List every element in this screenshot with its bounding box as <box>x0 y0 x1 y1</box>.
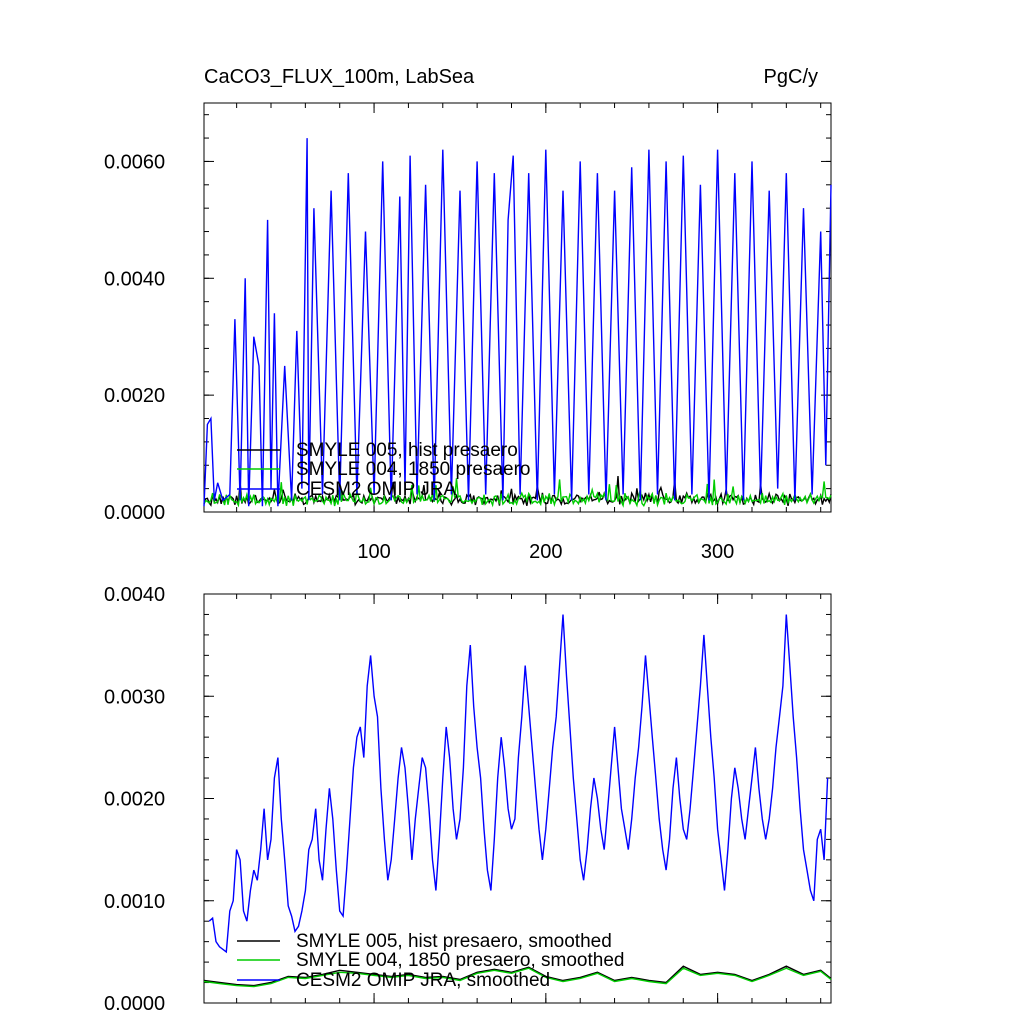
series-group-top <box>203 138 832 508</box>
series-group-bottom <box>203 614 832 988</box>
x-tick-label: 100 <box>357 541 390 563</box>
legend-label: SMYLE 004, 1850 presaero <box>296 459 531 480</box>
y-tick-label: 0.0030 <box>104 686 165 708</box>
y-tick-label: 0.0040 <box>104 584 165 606</box>
y-tick-label: 0.0010 <box>104 891 165 913</box>
chart-title: CaCO3_FLUX_100m, LabSea <box>204 66 475 88</box>
series-line <box>208 614 829 954</box>
legend-label: CESM2 OMIP JRA <box>296 479 456 500</box>
y-tick-label: 0.0000 <box>104 502 165 524</box>
legend-label: SMYLE 005, hist presaero <box>296 440 518 461</box>
series-line <box>203 138 832 507</box>
y-tick-label: 0.0020 <box>104 385 165 407</box>
legend-label: CESM2 OMIP JRA, smoothed <box>296 970 550 991</box>
chart-top: CaCO3_FLUX_100m, LabSea PgC/y 0.00000.00… <box>104 66 832 563</box>
tick-group-bottom: 0.0000 0.0010 0.0020 0.0030 0.0040 <box>104 584 831 1015</box>
plot-area-top <box>203 102 832 513</box>
legend-bottom: SMYLE 005, hist presaero, smoothedSMYLE … <box>237 931 624 991</box>
legend-label: SMYLE 005, hist presaero, smoothed <box>296 931 612 952</box>
series-line <box>203 967 832 988</box>
x-tick-label: 200 <box>529 541 562 563</box>
chart-units: PgC/y <box>764 66 818 88</box>
legend-label: SMYLE 004, 1850 presaero, smoothed <box>296 950 624 971</box>
x-tick-label: 300 <box>701 541 734 563</box>
chart-bottom: 0.0000 0.0010 0.0020 0.0030 0.0040 SMYLE 005… <box>104 584 832 1015</box>
tick-group-top: 0.0000 0.0020 0.0040 0.0060 100 200 300 <box>104 103 831 563</box>
series-line <box>203 965 832 987</box>
y-tick-label: 0.0040 <box>104 268 165 290</box>
y-tick-label: 0.0000 <box>104 993 165 1015</box>
y-tick-label: 0.0060 <box>104 151 165 173</box>
y-tick-label: 0.0020 <box>104 789 165 811</box>
